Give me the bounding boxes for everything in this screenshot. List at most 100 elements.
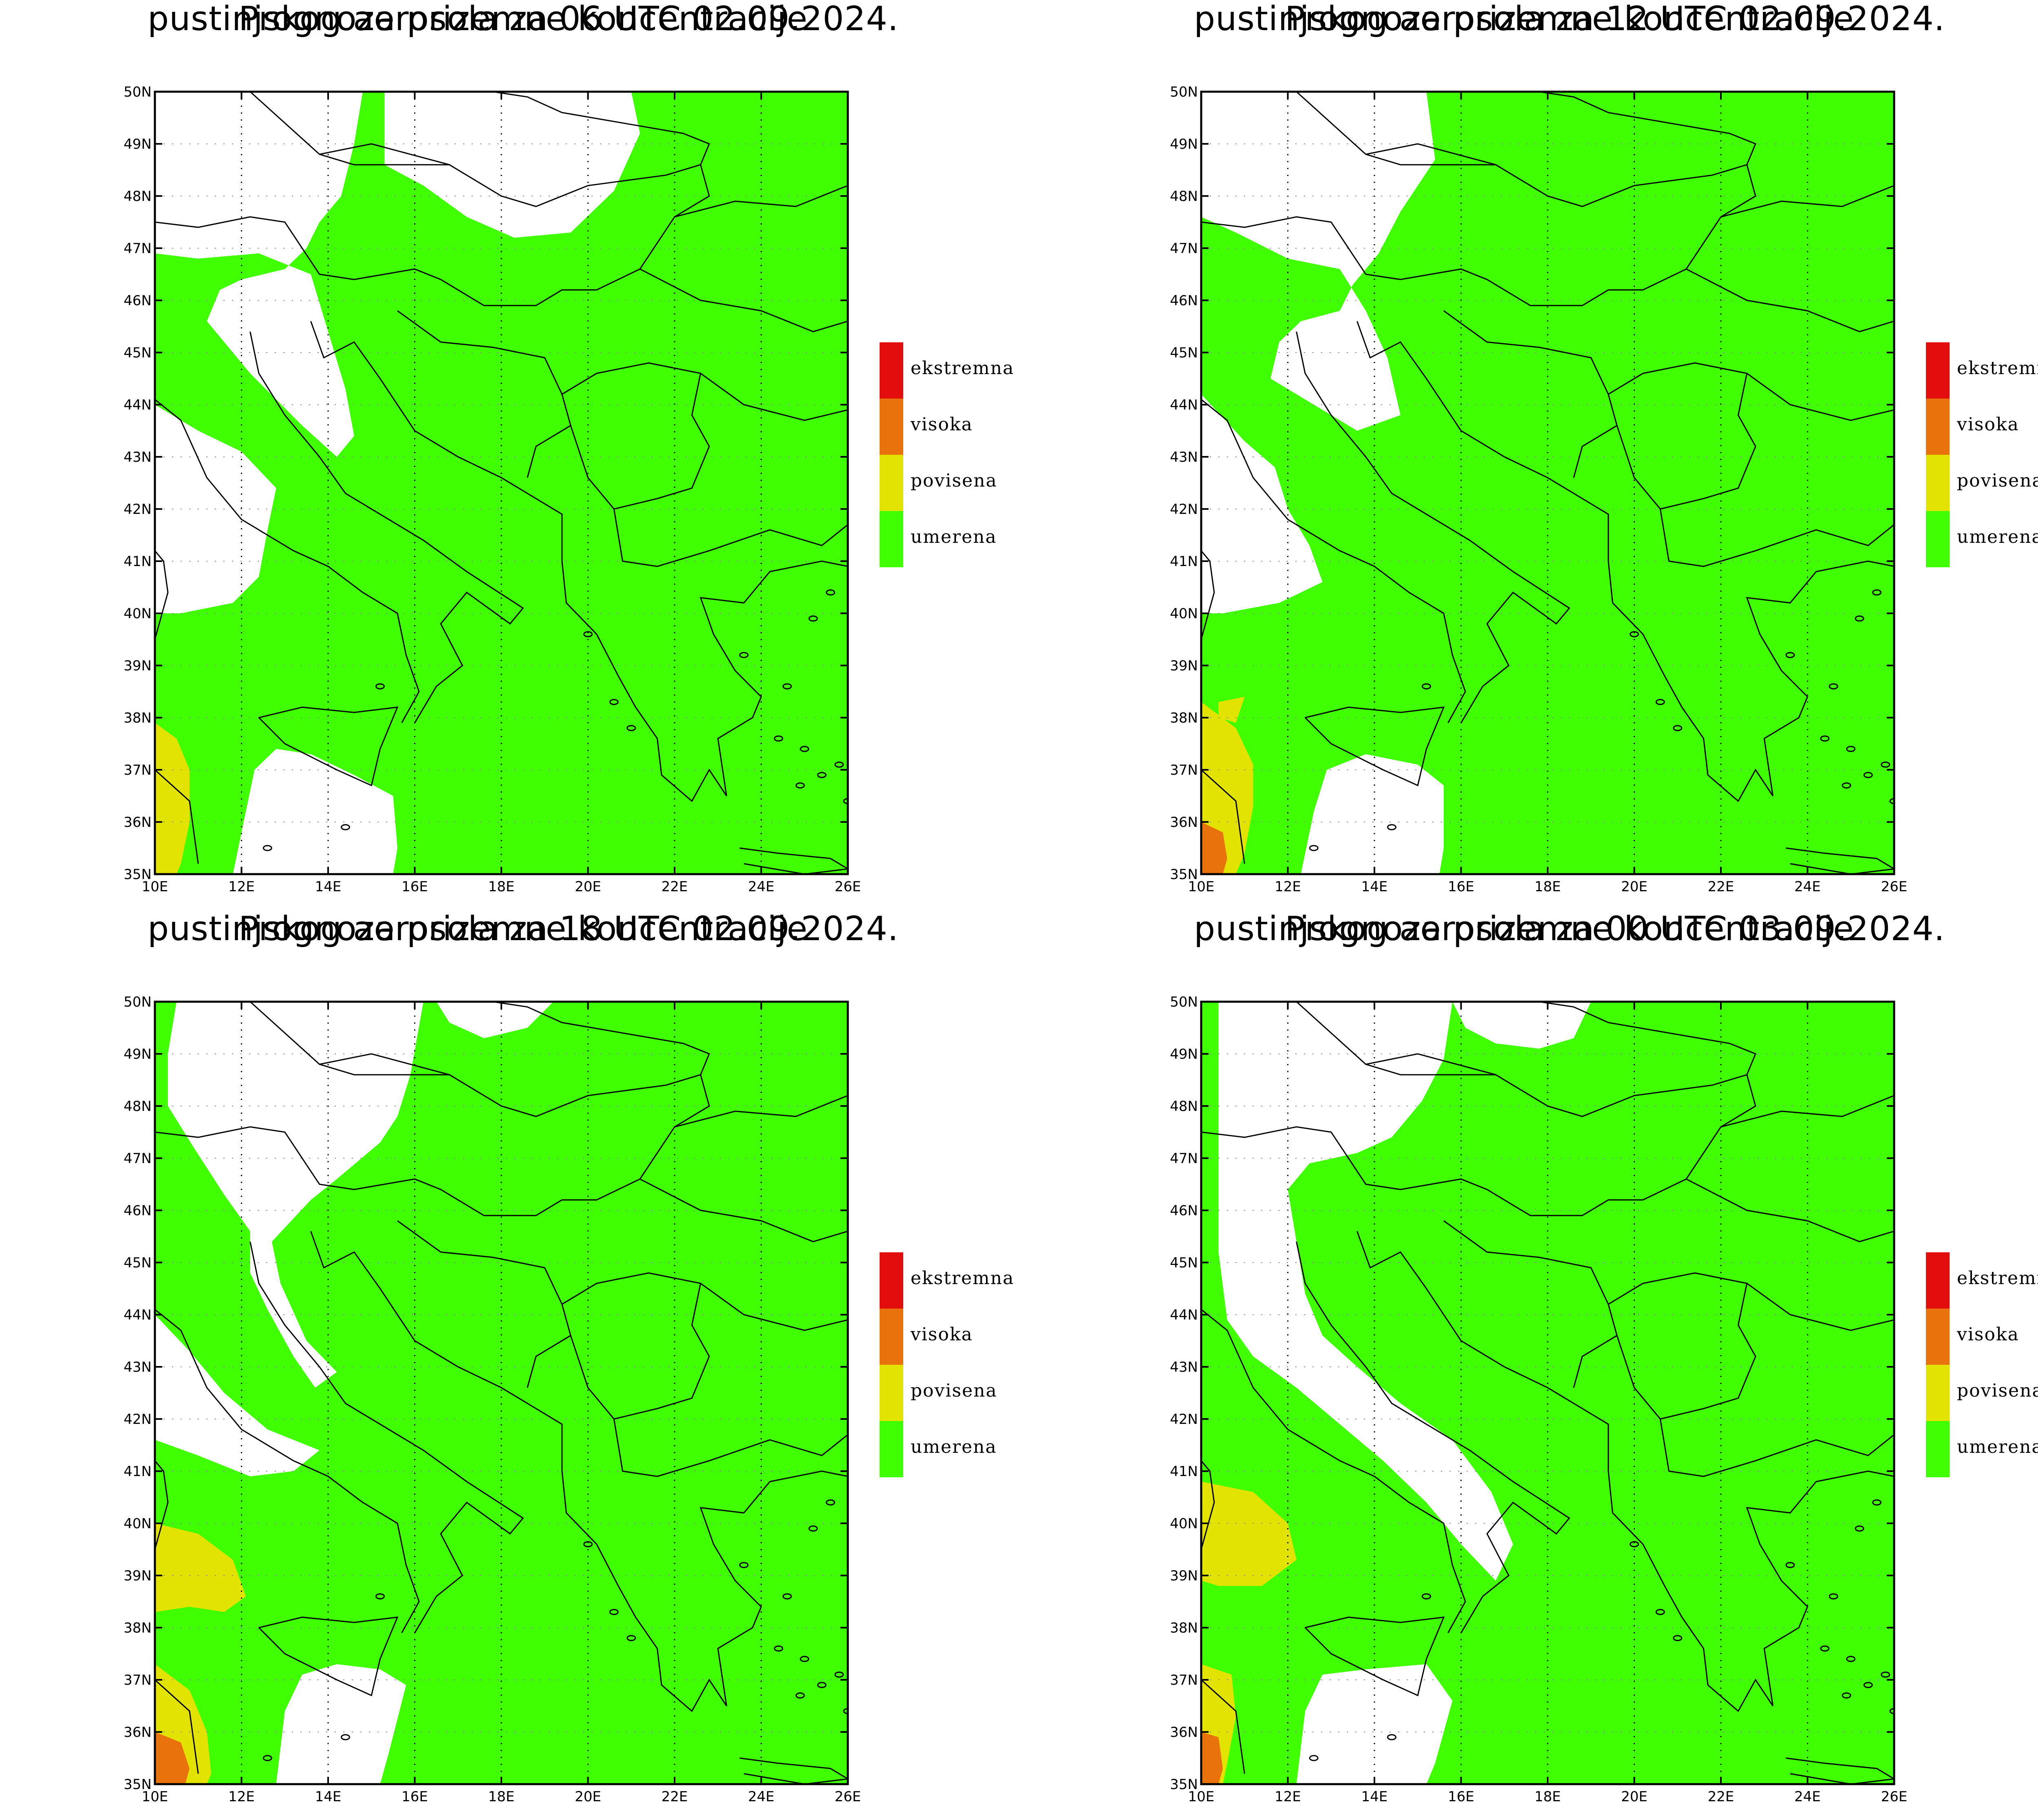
forecast-map: 10E 12E 14E 16E 18E 20E 22E 24E 26E 35N 36N 37N 38N 3… [124, 994, 861, 1805]
x-tick-label: 16E [1448, 879, 1474, 895]
y-tick-label: 42N [124, 501, 152, 518]
coastline [640, 1178, 848, 1243]
panel-title-line2: pustinjskog aerosola za 12 UTC 02.09.202… [1194, 0, 1945, 38]
coastline [249, 1002, 710, 1117]
y-tick-label: 49N [124, 136, 152, 152]
y-tick-label: 43N [1170, 1359, 1198, 1375]
legend-swatch-visoka [1926, 399, 1950, 455]
x-tick-label: 16E [401, 1789, 428, 1805]
concentration-legend: ekstremna visoka povisena umerena [880, 342, 1043, 571]
legend-swatch-umerena [1926, 511, 1950, 567]
y-tick-label: 44N [1170, 397, 1198, 413]
visoka-zone [1201, 1732, 1223, 1784]
island [609, 699, 619, 705]
x-tick-label: 12E [228, 1789, 255, 1805]
island [1855, 615, 1864, 622]
island [1309, 1755, 1319, 1761]
clean-air-zone [1301, 754, 1444, 874]
x-tick-label: 10E [1188, 879, 1215, 895]
legend-label-ekstremna: ekstremna [911, 1268, 1015, 1289]
legend-label-visoka: visoka [911, 1324, 973, 1345]
legend-label-ekstremna: ekstremna [1957, 1268, 2038, 1289]
coastline [1201, 1309, 1466, 1633]
y-tick-label: 40N [124, 1516, 152, 1532]
coastline [1356, 321, 1894, 802]
panel-title-line1: Prognoza prizemne koncentracije [1285, 0, 1854, 38]
coastline [249, 331, 524, 723]
island [262, 845, 272, 851]
coastline [1201, 1074, 1756, 1216]
y-tick-label: 40N [124, 606, 152, 622]
island [739, 652, 749, 658]
island [1828, 1593, 1838, 1600]
island [1785, 1562, 1795, 1568]
povisena-zone [1201, 1481, 1297, 1586]
island [1387, 1734, 1396, 1741]
coastline [1608, 362, 1756, 510]
legend-label-umerena: umerena [1957, 1437, 2038, 1457]
y-tick-label: 50N [124, 994, 152, 1010]
island [1846, 1656, 1856, 1662]
island [375, 1593, 385, 1600]
x-tick-label: 18E [1535, 1789, 1561, 1805]
x-tick-label: 26E [835, 1789, 861, 1805]
panel-title-line1: Prognoza prizemne koncentracije [1285, 910, 1854, 948]
island [1842, 782, 1851, 789]
y-tick-label: 45N [1170, 345, 1198, 361]
x-tick-label: 10E [1188, 1789, 1215, 1805]
legend-swatch-ekstremna [1926, 342, 1950, 399]
y-tick-label: 39N [1170, 658, 1198, 674]
x-tick-label: 26E [835, 879, 861, 895]
y-tick-label: 41N [1170, 1463, 1198, 1480]
forecast-panel-00utc: Prognoza prizemne koncentracije pustinjs… [1046, 910, 2038, 1820]
island [1881, 1671, 1890, 1678]
coastline [1356, 1231, 1894, 1712]
legend-label-povisena: povisena [911, 1380, 997, 1401]
island [795, 782, 805, 789]
legend-swatch-visoka [880, 1309, 903, 1365]
island [262, 1755, 272, 1761]
y-tick-label: 41N [124, 553, 152, 570]
y-tick-label: 42N [124, 1411, 152, 1428]
island [1422, 683, 1431, 690]
island [808, 615, 818, 622]
x-tick-label: 18E [488, 879, 515, 895]
coastline [310, 1231, 848, 1712]
coastline [155, 399, 420, 723]
legend-label-umerena: umerena [1957, 527, 2038, 547]
legend-label-umerena: umerena [911, 527, 997, 547]
island [834, 1671, 844, 1678]
island [800, 1656, 809, 1662]
coastline [700, 1282, 848, 1331]
coastline [155, 550, 169, 640]
clean-air-zone [436, 1002, 554, 1038]
coastline [155, 769, 199, 864]
povisena-zone [155, 1523, 246, 1612]
x-tick-label: 24E [748, 1789, 774, 1805]
clean-air-zone [168, 1002, 423, 1388]
clean-air-zone [1201, 394, 1323, 613]
x-tick-label: 22E [662, 1789, 688, 1805]
y-tick-label: 35N [1170, 866, 1198, 883]
y-tick-label: 46N [124, 1203, 152, 1219]
legend-swatch-povisena [1926, 455, 1950, 511]
coastline [319, 1064, 450, 1075]
y-tick-label: 44N [124, 1307, 152, 1323]
x-tick-label: 10E [142, 879, 168, 895]
coastline [155, 1309, 420, 1633]
island [1889, 798, 1894, 804]
y-tick-label: 48N [124, 188, 152, 205]
y-tick-label: 36N [1170, 814, 1198, 831]
island [1673, 1635, 1683, 1642]
coastline [258, 1616, 399, 1697]
y-tick-label: 43N [124, 449, 152, 465]
legend-swatch-ekstremna [880, 1252, 903, 1309]
y-tick-label: 40N [1170, 606, 1198, 622]
clean-air-zone [233, 749, 397, 874]
povisena-zone [155, 723, 190, 874]
y-tick-label: 48N [1170, 188, 1198, 205]
y-tick-label: 37N [124, 1672, 152, 1688]
x-tick-label: 14E [315, 879, 342, 895]
x-tick-label: 24E [748, 879, 774, 895]
coastline [739, 847, 848, 874]
